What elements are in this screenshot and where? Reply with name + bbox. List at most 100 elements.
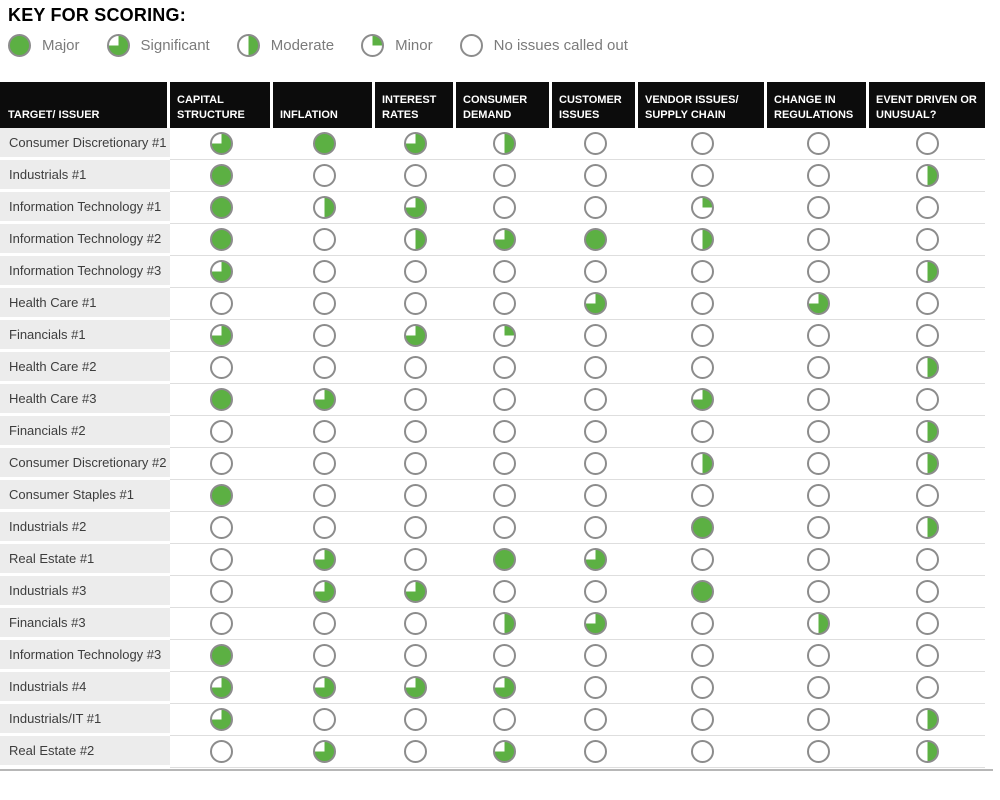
score-cell — [170, 224, 273, 256]
score-none-icon — [806, 356, 830, 379]
score-none-icon — [492, 452, 516, 475]
score-none-icon — [404, 292, 427, 315]
score-moderate-icon — [691, 228, 714, 251]
score-cell — [552, 512, 638, 544]
score-cell — [869, 672, 985, 704]
score-cell — [767, 224, 869, 256]
table-row: Real Estate #1 — [0, 544, 1000, 576]
score-cell — [375, 384, 456, 416]
score-none-icon — [691, 740, 714, 763]
score-cell — [869, 704, 985, 736]
score-cell — [273, 128, 375, 160]
score-significant-icon — [106, 34, 130, 57]
score-none-icon — [210, 516, 233, 539]
score-cell — [638, 416, 767, 448]
score-moderate-icon — [915, 452, 939, 475]
legend-item-major: Major — [8, 34, 80, 57]
score-cell — [869, 448, 985, 480]
score-cell — [375, 544, 456, 576]
score-cell — [273, 192, 375, 224]
score-significant-icon — [312, 388, 336, 411]
score-cell — [638, 288, 767, 320]
score-cell — [552, 352, 638, 384]
score-none-icon — [210, 292, 233, 315]
score-cell — [375, 640, 456, 672]
score-none-icon — [806, 708, 830, 731]
score-none-icon — [583, 516, 607, 539]
score-significant-icon — [312, 676, 336, 699]
score-cell — [456, 608, 552, 640]
score-significant-icon — [492, 676, 516, 699]
score-cell — [869, 608, 985, 640]
issuer-label: Health Care #3 — [0, 384, 170, 416]
score-none-icon — [492, 644, 516, 667]
score-cell — [767, 736, 869, 768]
scoring-table: TARGET/ ISSUER CAPITAL STRUCTURE INFLATION… — [0, 82, 1000, 771]
score-cell — [638, 640, 767, 672]
score-cell — [170, 576, 273, 608]
legend-label: Moderate — [270, 37, 335, 54]
score-cell — [273, 416, 375, 448]
issuer-label: Consumer Discretionary #1 — [0, 128, 170, 160]
score-none-icon — [312, 260, 336, 283]
score-none-icon — [691, 292, 714, 315]
score-cell — [638, 256, 767, 288]
table-row: Consumer Discretionary #1 — [0, 128, 1000, 160]
score-none-icon — [583, 484, 607, 507]
score-major-icon — [210, 196, 233, 219]
table-row: Health Care #1 — [0, 288, 1000, 320]
score-significant-icon — [312, 548, 336, 571]
score-cell — [273, 384, 375, 416]
score-cell — [869, 736, 985, 768]
score-none-icon — [492, 388, 516, 411]
score-none-icon — [806, 132, 830, 155]
score-none-icon — [583, 452, 607, 475]
table-row: Health Care #3 — [0, 384, 1000, 416]
score-none-icon — [404, 420, 427, 443]
score-significant-icon — [492, 228, 516, 251]
score-moderate-icon — [915, 356, 939, 379]
score-significant-icon — [404, 196, 427, 219]
score-cell — [869, 128, 985, 160]
table-row: Financials #2 — [0, 416, 1000, 448]
issuer-label: Real Estate #1 — [0, 544, 170, 576]
score-major-icon — [8, 34, 31, 57]
score-cell — [170, 352, 273, 384]
score-cell — [767, 352, 869, 384]
table-row: Financials #1 — [0, 320, 1000, 352]
score-cell — [456, 128, 552, 160]
score-none-icon — [806, 516, 830, 539]
score-cell — [552, 704, 638, 736]
score-none-icon — [915, 612, 939, 635]
score-none-icon — [806, 260, 830, 283]
score-cell — [375, 576, 456, 608]
score-significant-icon — [210, 132, 233, 155]
score-none-icon — [915, 548, 939, 571]
score-moderate-icon — [915, 164, 939, 187]
score-none-icon — [583, 132, 607, 155]
score-none-icon — [210, 452, 233, 475]
score-none-icon — [492, 420, 516, 443]
table-row: Information Technology #2 — [0, 224, 1000, 256]
score-cell — [767, 640, 869, 672]
score-cell — [273, 288, 375, 320]
column-header-event-driven-or-unusual: EVENT DRIVEN OR UNUSUAL? — [869, 82, 985, 128]
table-row: Real Estate #2 — [0, 736, 1000, 768]
score-cell — [456, 640, 552, 672]
issuer-label: Information Technology #3 — [0, 256, 170, 288]
score-none-icon — [312, 708, 336, 731]
column-header-vendor-issues-supply-chain: VENDOR ISSUES/ SUPPLY CHAIN — [638, 82, 767, 128]
score-major-icon — [210, 644, 233, 667]
score-none-icon — [691, 548, 714, 571]
issuer-label: Industrials #3 — [0, 576, 170, 608]
score-cell — [767, 192, 869, 224]
score-none-icon — [806, 484, 830, 507]
legend-item-significant: Significant — [106, 34, 210, 57]
score-cell — [638, 704, 767, 736]
score-significant-icon — [404, 132, 427, 155]
score-moderate-icon — [312, 196, 336, 219]
score-cell — [767, 544, 869, 576]
score-none-icon — [915, 676, 939, 699]
table-row: Information Technology #1 — [0, 192, 1000, 224]
score-cell — [767, 512, 869, 544]
